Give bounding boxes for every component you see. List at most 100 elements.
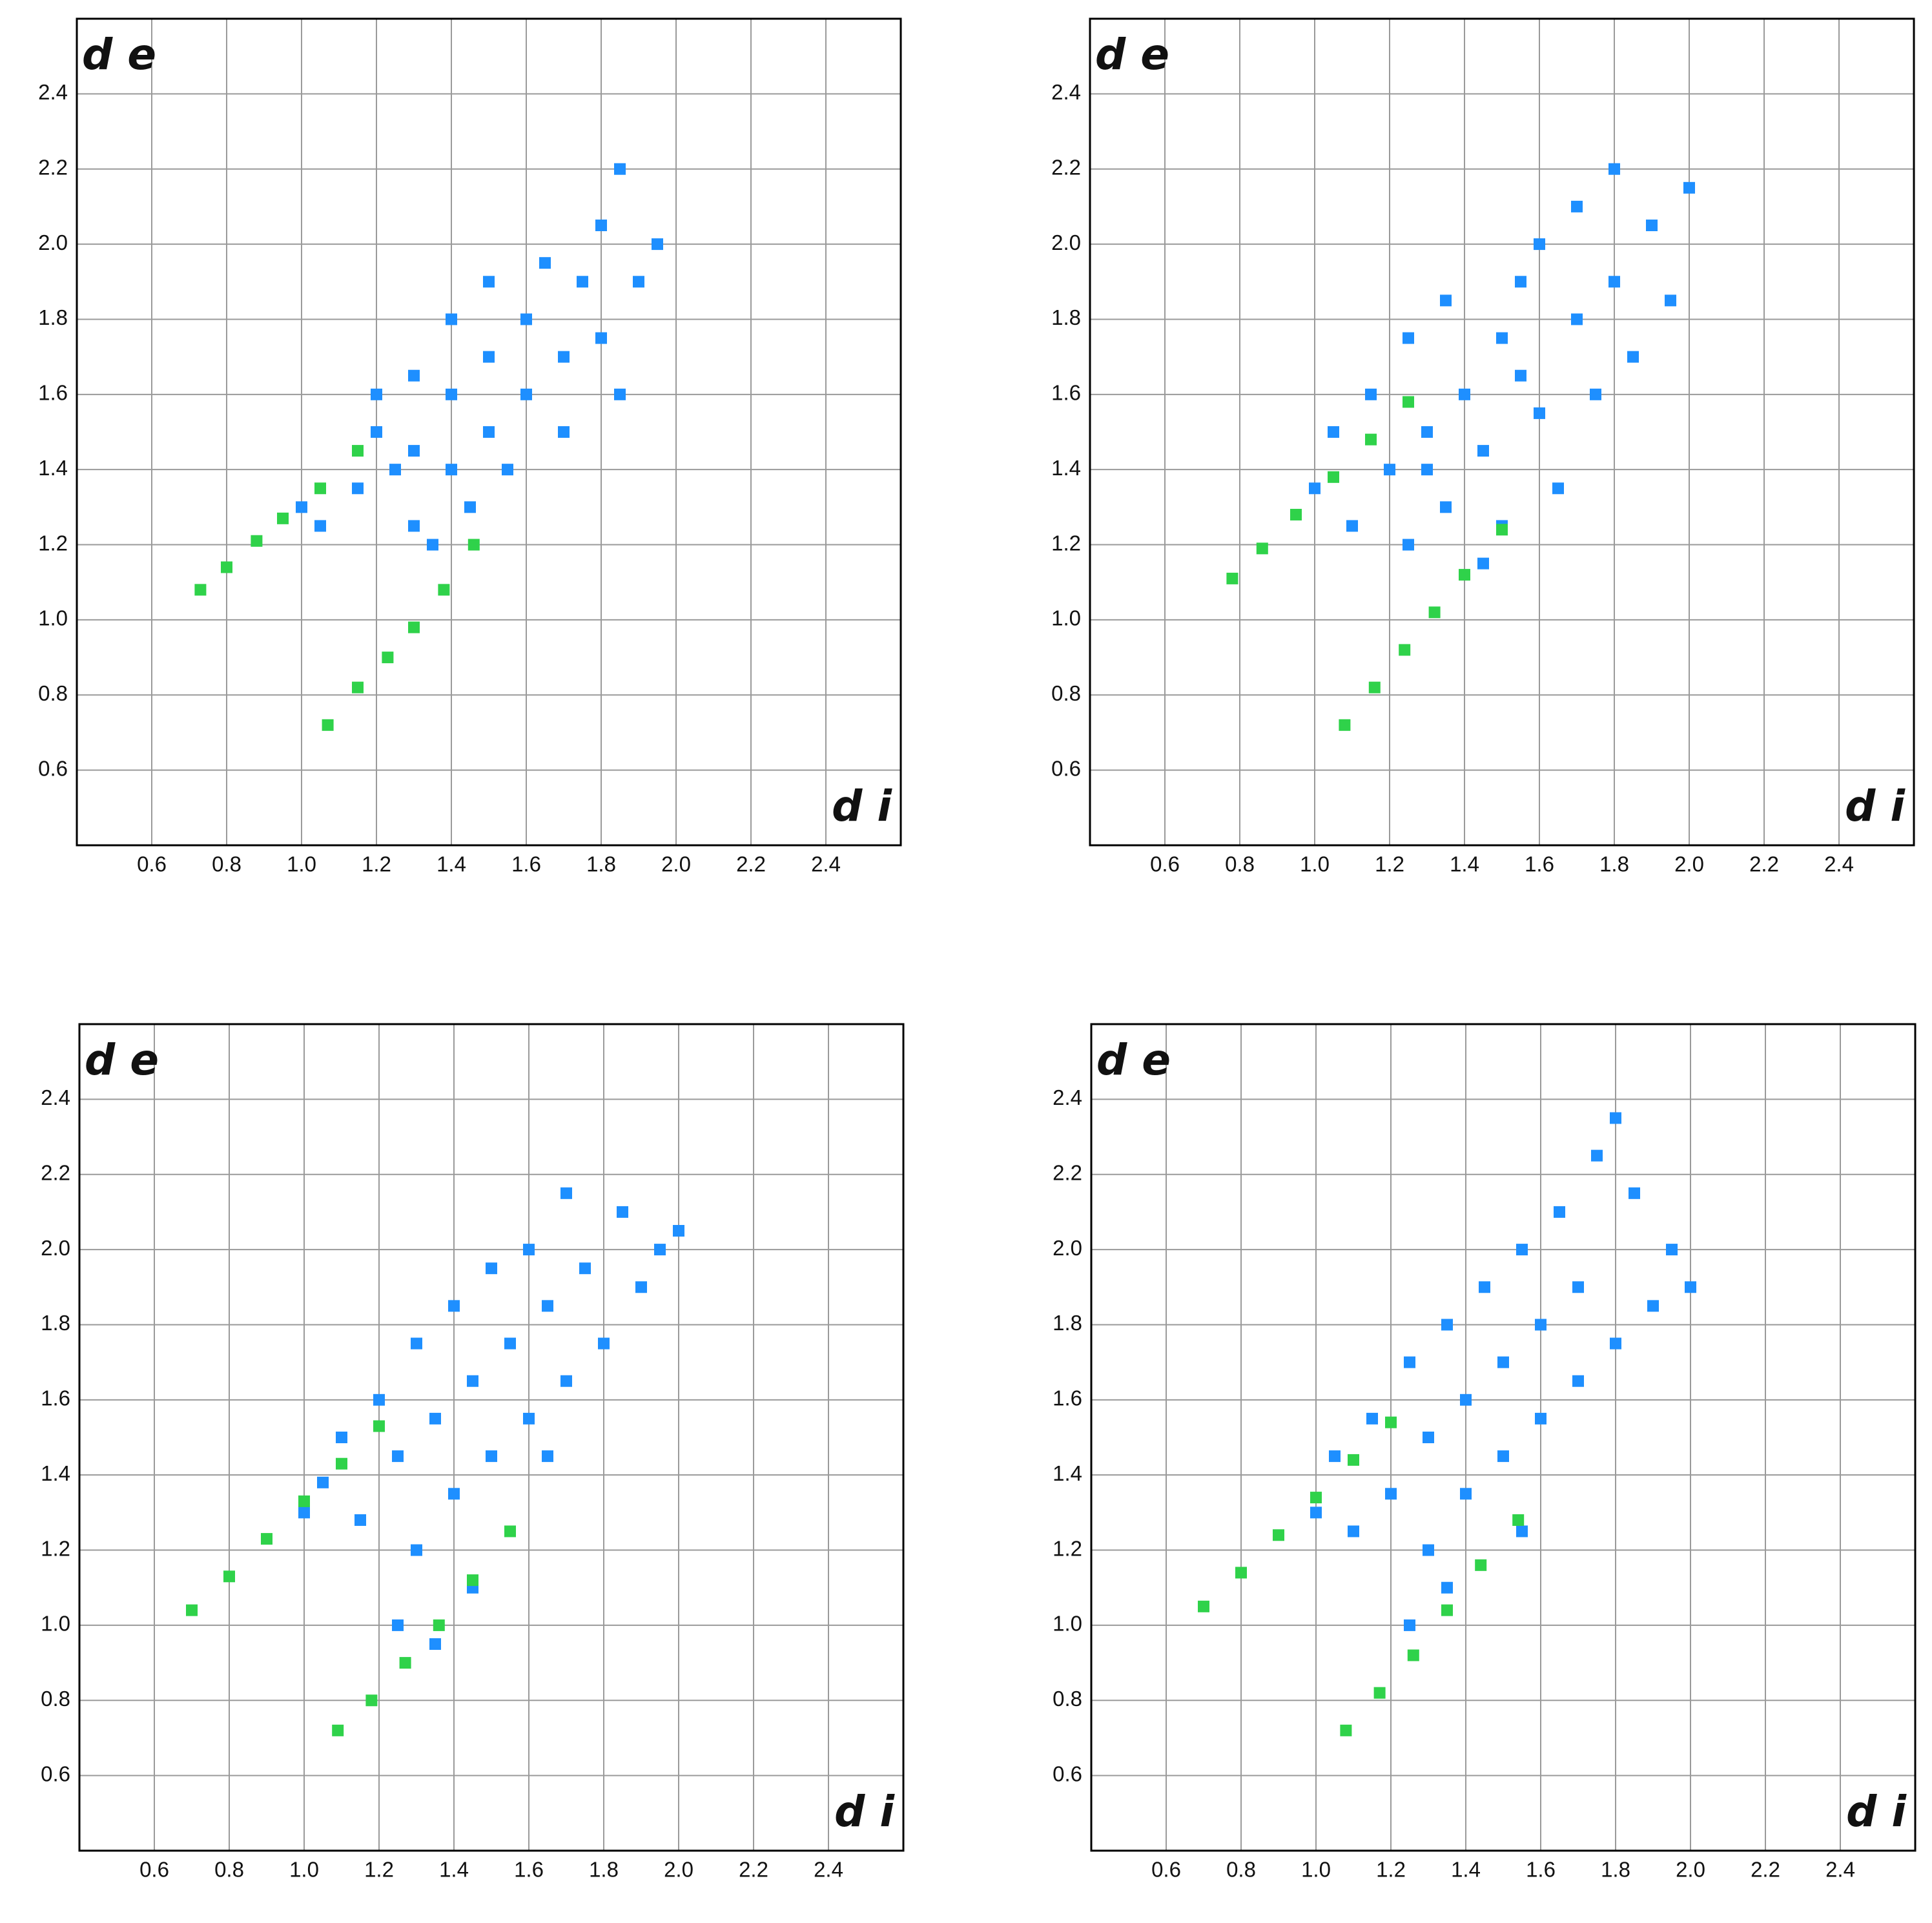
point bbox=[1512, 1514, 1525, 1526]
y-tick-label: 1.4 bbox=[1053, 1461, 1082, 1485]
point bbox=[1404, 1619, 1415, 1631]
point bbox=[614, 163, 626, 175]
x-tick-label: 1.0 bbox=[1301, 1858, 1331, 1882]
y-tick-label: 1.0 bbox=[1053, 1612, 1082, 1636]
y-tick-label: 1.2 bbox=[1051, 531, 1081, 555]
y-tick-label: 1.8 bbox=[41, 1311, 70, 1335]
y-tick-label: 1.4 bbox=[41, 1461, 70, 1485]
point bbox=[464, 501, 476, 513]
x-tick-label: 1.8 bbox=[1601, 1858, 1630, 1882]
x-tick-label: 1.4 bbox=[1451, 1858, 1481, 1882]
point bbox=[429, 1412, 441, 1424]
x-tick-label: 2.0 bbox=[1674, 852, 1704, 876]
plot-frame bbox=[1089, 17, 1915, 847]
point bbox=[1571, 313, 1583, 325]
y-tick-label: 0.8 bbox=[41, 1687, 70, 1711]
plot-background bbox=[1091, 1024, 1915, 1851]
point bbox=[654, 1244, 666, 1256]
y-axis-label: d e bbox=[82, 30, 156, 79]
point bbox=[322, 719, 334, 731]
point bbox=[332, 1724, 344, 1736]
point bbox=[1515, 276, 1526, 288]
y-tick-label: 1.0 bbox=[38, 606, 68, 630]
x-axis-label: d i bbox=[832, 781, 892, 831]
point bbox=[598, 1337, 610, 1350]
point bbox=[298, 1507, 310, 1519]
plot-frame bbox=[76, 17, 902, 847]
x-axis-label: d i bbox=[1846, 1787, 1907, 1836]
point bbox=[408, 621, 420, 633]
y-tick-label: 2.0 bbox=[1051, 231, 1081, 254]
point bbox=[314, 482, 326, 495]
point bbox=[1384, 464, 1395, 476]
point bbox=[1423, 1432, 1434, 1443]
x-tick-label: 1.4 bbox=[439, 1858, 469, 1882]
plot-background bbox=[1090, 19, 1914, 845]
y-tick-label: 1.6 bbox=[41, 1386, 70, 1410]
point bbox=[635, 1281, 647, 1293]
point bbox=[523, 1412, 535, 1424]
y-tick-label: 2.4 bbox=[41, 1085, 70, 1109]
point bbox=[392, 1450, 404, 1463]
point bbox=[633, 276, 644, 288]
point bbox=[467, 1375, 478, 1387]
point bbox=[1428, 606, 1441, 619]
point bbox=[1665, 294, 1676, 307]
point bbox=[1515, 369, 1526, 382]
y-tick-label: 0.6 bbox=[1053, 1762, 1082, 1785]
point bbox=[408, 369, 420, 382]
y-tick-label: 2.2 bbox=[41, 1160, 70, 1184]
point bbox=[560, 1187, 572, 1199]
point bbox=[1404, 1356, 1415, 1368]
point bbox=[1441, 1604, 1453, 1616]
x-tick-label: 0.8 bbox=[214, 1858, 244, 1882]
y-tick-label: 2.2 bbox=[38, 155, 68, 179]
point bbox=[352, 445, 364, 457]
point bbox=[1441, 1319, 1453, 1331]
point bbox=[1198, 1600, 1209, 1612]
point bbox=[1591, 1149, 1603, 1162]
y-tick-label: 1.2 bbox=[38, 531, 68, 555]
point bbox=[1421, 426, 1433, 438]
point bbox=[1328, 426, 1339, 438]
plot-frame bbox=[1090, 1023, 1917, 1852]
point bbox=[1440, 294, 1452, 307]
point bbox=[483, 351, 495, 363]
point bbox=[558, 426, 570, 438]
x-tick-label: 0.8 bbox=[1226, 1858, 1256, 1882]
point bbox=[438, 584, 450, 596]
point bbox=[1572, 1375, 1584, 1387]
point bbox=[1328, 471, 1339, 483]
point bbox=[448, 1488, 460, 1500]
point bbox=[336, 1457, 347, 1470]
y-tick-label: 0.6 bbox=[41, 1762, 70, 1785]
point bbox=[1534, 407, 1545, 419]
point bbox=[1629, 1187, 1640, 1199]
point bbox=[1340, 1724, 1352, 1736]
y-tick-label: 0.8 bbox=[1053, 1687, 1082, 1711]
point bbox=[486, 1262, 497, 1275]
point bbox=[1256, 542, 1268, 555]
point bbox=[504, 1337, 516, 1350]
point bbox=[373, 1393, 385, 1406]
point bbox=[1552, 482, 1564, 495]
point bbox=[1516, 1244, 1528, 1256]
point bbox=[617, 1206, 628, 1218]
y-tick-label: 2.2 bbox=[1053, 1160, 1082, 1184]
point bbox=[223, 1570, 235, 1583]
point bbox=[1440, 501, 1452, 513]
point bbox=[1348, 1525, 1359, 1537]
point bbox=[408, 520, 420, 532]
point bbox=[1273, 1529, 1284, 1541]
point bbox=[1290, 509, 1302, 520]
point bbox=[1385, 1416, 1397, 1428]
x-tick-label: 1.4 bbox=[437, 852, 466, 876]
x-tick-label: 2.0 bbox=[664, 1858, 694, 1882]
point bbox=[1554, 1206, 1565, 1218]
y-tick-label: 0.6 bbox=[38, 756, 68, 780]
point bbox=[1497, 1450, 1509, 1463]
point bbox=[1666, 1244, 1678, 1256]
y-tick-label: 1.6 bbox=[1051, 381, 1081, 405]
point bbox=[1683, 181, 1695, 194]
x-tick-label: 2.4 bbox=[1824, 852, 1854, 876]
